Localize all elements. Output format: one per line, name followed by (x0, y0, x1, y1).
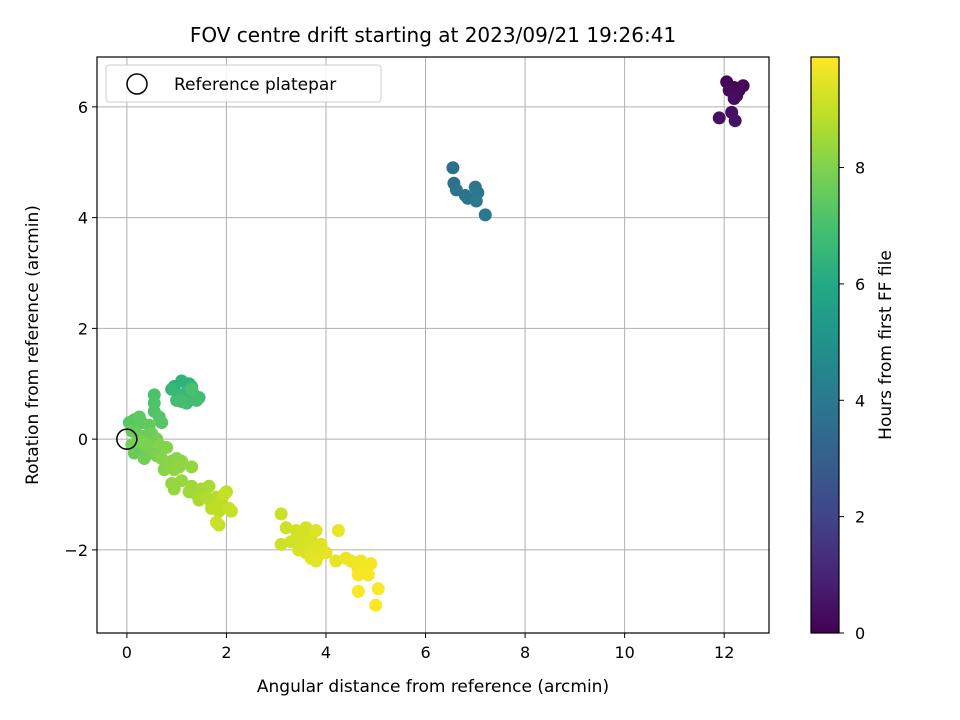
data-point (319, 546, 333, 560)
legend-marker-icon (126, 73, 148, 95)
data-point (712, 111, 726, 125)
colorbar-gradient (810, 56, 840, 634)
data-point (185, 460, 199, 474)
data-point (309, 524, 323, 538)
chart-title: FOV centre drift starting at 2023/09/21 … (190, 23, 676, 47)
data-point (185, 382, 199, 396)
data-point (728, 114, 742, 128)
data-point (469, 194, 483, 208)
data-point (155, 452, 169, 466)
data-point (175, 394, 189, 408)
y-tick-label: 0 (78, 430, 88, 449)
data-point (369, 598, 383, 612)
y-axis-ticks: −2 0 2 4 6 (64, 98, 97, 560)
x-tick-label: 8 (520, 643, 530, 662)
colorbar: 0 2 4 6 8 Hours from first FF file (810, 56, 896, 643)
plot-frame (96, 56, 770, 634)
data-point (190, 393, 204, 407)
x-tick-label: 0 (122, 643, 132, 662)
data-point (202, 479, 216, 493)
grid (97, 57, 769, 633)
data-point (351, 568, 365, 582)
legend: Reference platepar (105, 64, 382, 103)
data-point (127, 446, 141, 460)
y-axis-label: Rotation from reference (arcmin) (23, 205, 43, 485)
data-point (284, 535, 298, 549)
data-points (122, 75, 750, 612)
y-tick-label: −2 (64, 541, 88, 560)
data-point (279, 521, 293, 535)
x-tick-label: 10 (614, 643, 634, 662)
x-axis-label: Angular distance from reference (arcmin) (257, 677, 609, 697)
reference-platepar-marker (116, 428, 138, 450)
x-axis-ticks: 0 2 4 6 8 10 12 (122, 633, 734, 662)
data-point (209, 515, 223, 529)
data-point (167, 482, 181, 496)
colorbar-tick-label: 6 (855, 275, 865, 294)
data-point (175, 474, 189, 488)
data-point (172, 460, 186, 474)
colorbar-tick-label: 2 (855, 508, 865, 527)
data-point (274, 537, 288, 551)
data-point (361, 568, 375, 582)
y-tick-label: 4 (78, 209, 88, 228)
x-tick-label: 12 (714, 643, 734, 662)
data-point (371, 582, 385, 596)
data-point (137, 452, 151, 466)
data-point (309, 554, 323, 568)
legend-box (105, 64, 382, 103)
y-tick-label: 2 (78, 319, 88, 338)
colorbar-label: Hours from first FF file (876, 250, 896, 440)
y-tick-label: 6 (78, 98, 88, 117)
colorbar-tick-label: 8 (855, 159, 865, 178)
data-point (331, 524, 345, 538)
data-point (217, 488, 231, 502)
data-point (212, 504, 226, 518)
data-point (155, 416, 169, 430)
data-point (160, 440, 174, 454)
colorbar-tick-label: 4 (855, 391, 865, 410)
legend-label: Reference platepar (174, 75, 336, 95)
x-tick-label: 4 (321, 643, 331, 662)
data-point (446, 161, 460, 175)
colorbar-tick-label: 0 (855, 624, 865, 643)
data-point (274, 507, 288, 521)
data-point (727, 92, 741, 106)
x-tick-label: 6 (420, 643, 430, 662)
colorbar-ticks: 0 2 4 6 8 (839, 159, 865, 643)
x-tick-label: 2 (221, 643, 231, 662)
data-point (478, 208, 492, 222)
data-point (224, 504, 238, 518)
data-point (736, 79, 750, 93)
data-point (329, 554, 343, 568)
data-point (364, 557, 378, 571)
data-point (351, 584, 365, 598)
data-point (299, 521, 313, 535)
